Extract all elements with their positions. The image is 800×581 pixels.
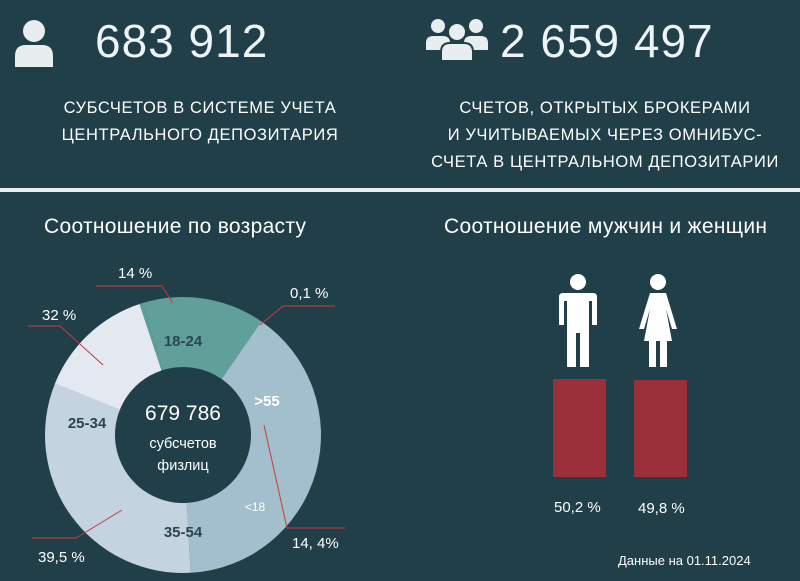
slice-25-34: [44, 383, 191, 573]
person-icon: [14, 18, 54, 68]
bar-male: [553, 379, 606, 477]
female-icon: [638, 273, 678, 368]
value-label-25-34: 32 %: [42, 307, 76, 324]
age-chart-title: Соотношение по возрасту: [44, 215, 307, 238]
value-label-under18: 0,1 %: [290, 285, 328, 302]
slice-35-54: [186, 321, 321, 573]
value-label-35-54: 39,5 %: [38, 549, 85, 566]
leader-25-34: [28, 325, 104, 366]
gender-chart-title: Соотношение мужчин и женщин: [444, 215, 768, 238]
male-icon: [558, 273, 598, 368]
slice-over55: [142, 297, 262, 380]
slice-label-under18: <18: [245, 500, 266, 514]
group-icon: [424, 16, 490, 62]
slice-label-over55: >55: [254, 393, 279, 410]
female-percentage: 49,8 %: [638, 500, 685, 517]
value-label-18-24: 14 %: [118, 265, 152, 282]
leader-over55: [263, 424, 345, 529]
slice-label-18-24: 18-24: [164, 333, 203, 350]
center-label-line-2: физлиц: [157, 458, 208, 474]
broker-accounts-count: 2 659 497: [500, 15, 714, 67]
section-divider: [0, 188, 800, 192]
subaccounts-caption: СУБСЧЕТОВ В СИСТЕМЕ УЧЕТА ЦЕНТРАЛЬНОГО Д…: [61, 99, 339, 144]
slice-under18: [139, 303, 163, 371]
male-percentage: 50,2 %: [554, 499, 601, 516]
slice-label-25-34: 25-34: [68, 415, 107, 432]
value-label-over55: 14, 4%: [292, 535, 339, 552]
leader-35-54: [32, 509, 123, 539]
leader-under18: [259, 305, 335, 326]
center-label-line-1: субсчетов: [149, 436, 217, 452]
slice-18-24: [54, 304, 162, 411]
age-donut-chart: 679 786 субсчетов физлиц 18-24 <18 >55 3…: [28, 265, 345, 573]
leader-18-24: [96, 285, 174, 304]
bar-female: [634, 380, 687, 477]
subaccounts-count: 683 912: [95, 15, 269, 67]
center-value: 679 786: [145, 402, 221, 425]
data-date-footnote: Данные на 01.11.2024: [618, 553, 751, 568]
slice-label-35-54: 35-54: [164, 524, 203, 541]
broker-accounts-caption: СЧЕТОВ, ОТКРЫТЫХ БРОКЕРАМИ И УЧИТЫВАЕМЫХ…: [431, 99, 779, 171]
